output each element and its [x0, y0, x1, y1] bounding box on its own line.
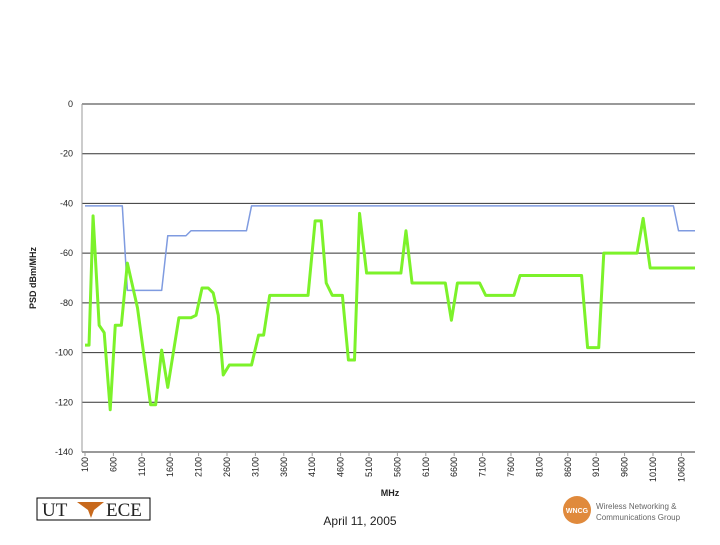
x-tick-label: 1600: [165, 457, 175, 477]
x-tick-label: 5600: [392, 457, 402, 477]
x-tick-label: 1100: [137, 457, 147, 476]
series-line: [85, 211, 695, 412]
x-tick-label: 4600: [336, 457, 346, 477]
logo-line: Wireless Networking &: [596, 502, 677, 511]
x-tick-label: 7100: [478, 457, 488, 477]
x-axis-label: MHz: [381, 488, 400, 498]
x-tick-label: 6100: [421, 457, 431, 477]
y-tick-label: -80: [60, 298, 73, 308]
y-axis-label: PSD dBm/MHz: [28, 247, 38, 310]
x-tick-label: 2100: [194, 457, 204, 477]
y-tick-label: 0: [68, 99, 73, 109]
x-tick-label: 6600: [449, 457, 459, 477]
x-tick-label: 8600: [563, 457, 573, 477]
y-tick-label: -20: [60, 149, 73, 159]
x-tick-label: 100: [80, 457, 90, 472]
y-tick-label: -120: [55, 397, 73, 407]
y-tick-label: -100: [55, 348, 73, 358]
x-tick-label: 5100: [364, 457, 374, 477]
x-tick-label: 600: [108, 457, 118, 472]
x-tick-label: 7600: [506, 457, 516, 477]
x-tick-label: 2600: [222, 457, 232, 477]
y-tick-label: -60: [60, 248, 73, 258]
logo-circle: [563, 496, 591, 524]
left-logo: UT ECE: [36, 497, 151, 521]
x-tick-label: 8100: [534, 457, 544, 477]
x-tick-label: 9600: [620, 457, 630, 477]
x-tick-label: 9100: [591, 457, 601, 477]
right-logo: WNCG Wireless Networking & Communication…: [563, 496, 681, 524]
x-tick-label: 4100: [307, 457, 317, 477]
logo-ece: ECE: [106, 500, 142, 521]
x-tick-label: 10600: [676, 457, 686, 482]
y-tick-label: -40: [60, 198, 73, 208]
logo-emblem: [77, 502, 104, 518]
x-tick-label: 10100: [648, 457, 658, 482]
date: April 11, 2005: [323, 514, 396, 528]
x-tick-label: 3100: [250, 457, 260, 477]
logo-line: Communications Group: [596, 513, 681, 522]
logo-mark: WNCG: [566, 508, 589, 515]
logo-ut: UT: [42, 500, 68, 521]
y-tick-label: -140: [55, 447, 73, 457]
x-tick-label: 3600: [279, 457, 289, 477]
